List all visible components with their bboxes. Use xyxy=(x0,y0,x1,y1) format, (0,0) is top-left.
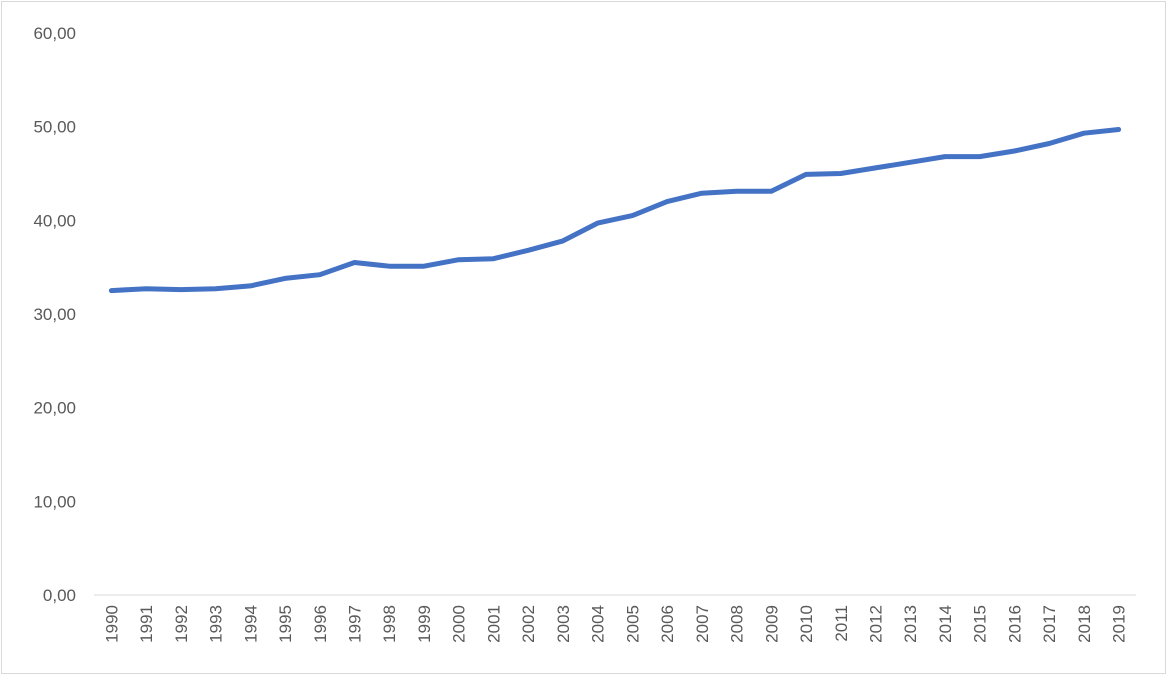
x-tick-label: 2012 xyxy=(867,605,886,643)
x-tick-label: 1990 xyxy=(102,605,121,643)
x-tick-label: 2007 xyxy=(693,605,712,643)
x-tick-label: 2009 xyxy=(762,605,781,643)
y-tick-label: 50,00 xyxy=(33,118,76,137)
y-tick-label: 30,00 xyxy=(33,305,76,324)
x-tick-label: 2010 xyxy=(797,605,816,643)
x-tick-label: 2001 xyxy=(484,605,503,643)
y-tick-label: 20,00 xyxy=(33,399,76,418)
x-tick-label: 2013 xyxy=(901,605,920,643)
x-tick-label: 2008 xyxy=(728,605,747,643)
x-tick-label: 1994 xyxy=(241,605,260,643)
x-tick-label: 1995 xyxy=(276,605,295,643)
x-tick-label: 1996 xyxy=(311,605,330,643)
x-tick-label: 1993 xyxy=(207,605,226,643)
x-axis-tick-labels: 1990 1991 1992 1993 1994 1995 1996 1997 1998 1999… xyxy=(102,605,1128,643)
x-tick-label: 2014 xyxy=(936,605,955,643)
x-tick-label: 2005 xyxy=(623,605,642,643)
x-tick-label: 1991 xyxy=(137,605,156,643)
x-tick-label: 2016 xyxy=(1005,605,1024,643)
y-tick-label: 10,00 xyxy=(33,492,76,511)
x-tick-label: 1999 xyxy=(415,605,434,643)
y-axis-tick-labels: 0,00 10,00 20,00 30,00 40,00 50,00 60,00 xyxy=(33,24,76,605)
x-tick-label: 1997 xyxy=(346,605,365,643)
x-tick-label: 2011 xyxy=(832,605,851,642)
x-tick-label: 2004 xyxy=(589,605,608,643)
series-group xyxy=(108,127,1122,294)
y-tick-label: 40,00 xyxy=(33,211,76,230)
x-tick-label: 2019 xyxy=(1110,605,1129,643)
y-tick-label: 60,00 xyxy=(33,24,76,43)
y-tick-label: 0,00 xyxy=(43,586,76,605)
x-tick-label: 1992 xyxy=(172,605,191,643)
x-tick-label: 2015 xyxy=(971,605,990,643)
x-tick-label: 1998 xyxy=(380,605,399,643)
x-tick-label: 2000 xyxy=(450,605,469,643)
x-tick-label: 2017 xyxy=(1040,605,1059,643)
x-tick-label: 2006 xyxy=(658,605,677,643)
x-tick-label: 2018 xyxy=(1075,605,1094,643)
x-tick-label: 2002 xyxy=(519,605,538,643)
series-line xyxy=(108,127,1122,294)
x-tick-label: 2003 xyxy=(554,605,573,643)
